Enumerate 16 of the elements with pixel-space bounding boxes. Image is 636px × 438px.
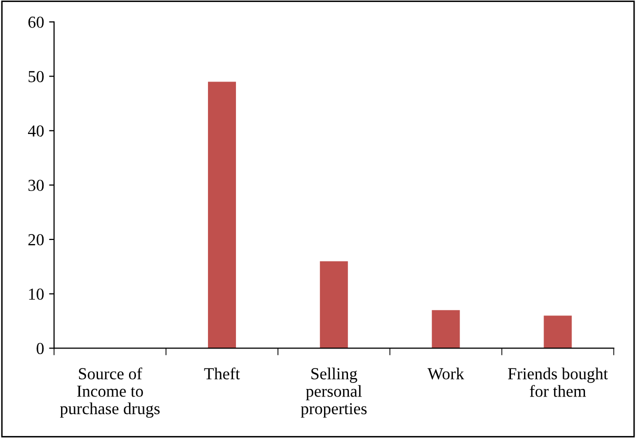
x-tick-label: Source of Income to purchase drugs — [60, 367, 160, 418]
bar — [432, 310, 460, 348]
y-tick-label: 60 — [28, 16, 44, 28]
y-tick-label: 10 — [29, 288, 44, 300]
y-tick-label: 40 — [28, 125, 44, 137]
y-tick-label: 30 — [28, 180, 44, 191]
bar — [544, 316, 572, 348]
y-tick-label: 0 — [36, 342, 44, 354]
x-tick-label: Friends bought for them — [508, 368, 608, 397]
x-tick-label: Selling personal properties — [300, 368, 367, 418]
x-tick-label: Work — [428, 368, 464, 380]
y-tick-label: 20 — [28, 234, 44, 246]
bar — [208, 82, 236, 348]
x-tick-label: Theft — [204, 367, 240, 380]
y-tick-label: 50 — [28, 70, 44, 82]
bar — [320, 261, 348, 348]
